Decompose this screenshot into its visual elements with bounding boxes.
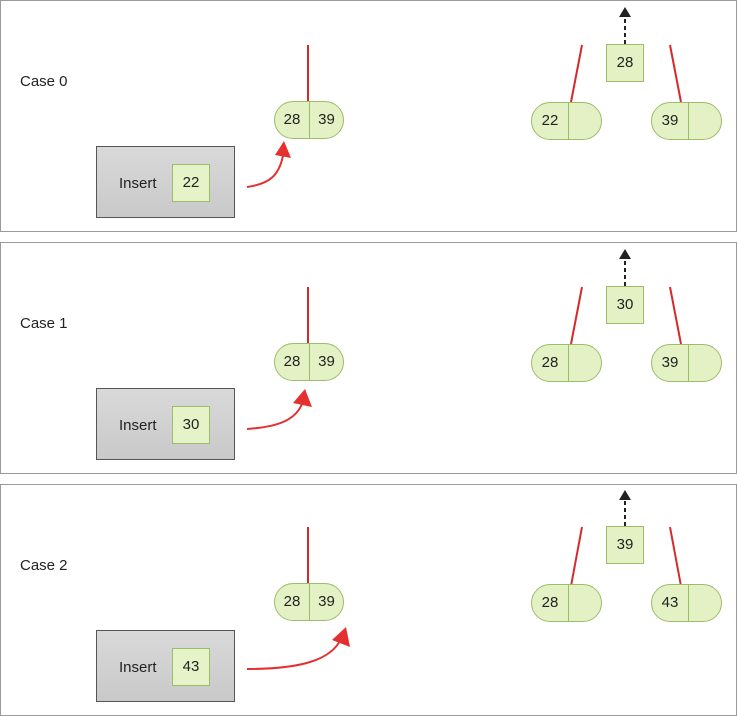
insert-value: 22 [172, 164, 210, 202]
insert-label: Insert [119, 659, 157, 676]
node-divider [309, 584, 310, 620]
left-child-key: 22 [541, 112, 559, 129]
right-child-link [669, 526, 682, 587]
left-child-link [570, 286, 583, 345]
case-1-connectors [246, 249, 682, 430]
left-child-node: 28 [531, 344, 602, 382]
case-2-connectors [246, 490, 682, 670]
node-divider [309, 344, 310, 380]
left-child-key: 28 [541, 594, 559, 611]
right-child-node: 39 [651, 344, 722, 382]
promote-arrowhead [619, 7, 631, 17]
left-child-node: 28 [531, 584, 602, 622]
node-key-1: 28 [283, 111, 301, 128]
right-child-link [669, 286, 682, 345]
node-key-2: 39 [318, 111, 335, 128]
promote-arrowhead [619, 249, 631, 259]
node-divider [568, 345, 569, 381]
node-key-2: 39 [318, 593, 335, 610]
case-panel-0: Case 0 Insert 22 28 39 28 22 39 [0, 0, 737, 232]
insert-arrowhead [275, 141, 291, 158]
left-child-link [570, 526, 583, 587]
right-child-key: 43 [661, 594, 679, 611]
node-divider [568, 585, 569, 621]
target-node: 28 39 [274, 101, 344, 139]
node-divider [568, 103, 569, 139]
insert-arrowhead [332, 627, 350, 647]
left-child-key: 28 [541, 354, 559, 371]
insert-arrow [246, 638, 342, 670]
node-divider [309, 102, 310, 138]
insert-arrowhead [293, 389, 312, 407]
left-child-node: 22 [531, 102, 602, 140]
case-panel-2: Case 2 Insert 43 28 39 39 28 43 [0, 484, 737, 716]
target-node: 28 39 [274, 583, 344, 621]
right-child-node: 39 [651, 102, 722, 140]
right-child-key: 39 [661, 354, 679, 371]
case-panel-1: Case 1 Insert 30 28 39 30 28 39 [0, 242, 737, 474]
case-label: Case 2 [20, 557, 68, 574]
insert-box: Insert 30 [96, 388, 235, 460]
promoted-key: 39 [606, 526, 644, 564]
insert-box: Insert 43 [96, 630, 235, 702]
insert-label: Insert [119, 417, 157, 434]
insert-arrow [246, 400, 304, 430]
promote-arrowhead [619, 490, 631, 500]
case-label: Case 1 [20, 315, 68, 332]
right-child-node: 43 [651, 584, 722, 622]
node-divider [688, 585, 689, 621]
insert-label: Insert [119, 175, 157, 192]
promoted-key: 28 [606, 44, 644, 82]
target-node: 28 39 [274, 343, 344, 381]
left-child-link [570, 44, 583, 103]
node-key-2: 39 [318, 353, 335, 370]
node-divider [688, 103, 689, 139]
node-key-1: 28 [283, 353, 301, 370]
right-child-key: 39 [661, 112, 679, 129]
promoted-key: 30 [606, 286, 644, 324]
insert-box: Insert 22 [96, 146, 235, 218]
case-label: Case 0 [20, 73, 68, 90]
case-0-connectors [246, 7, 682, 188]
insert-value: 43 [172, 648, 210, 686]
node-key-1: 28 [283, 593, 301, 610]
right-child-link [669, 44, 682, 103]
insert-value: 30 [172, 406, 210, 444]
node-divider [688, 345, 689, 381]
